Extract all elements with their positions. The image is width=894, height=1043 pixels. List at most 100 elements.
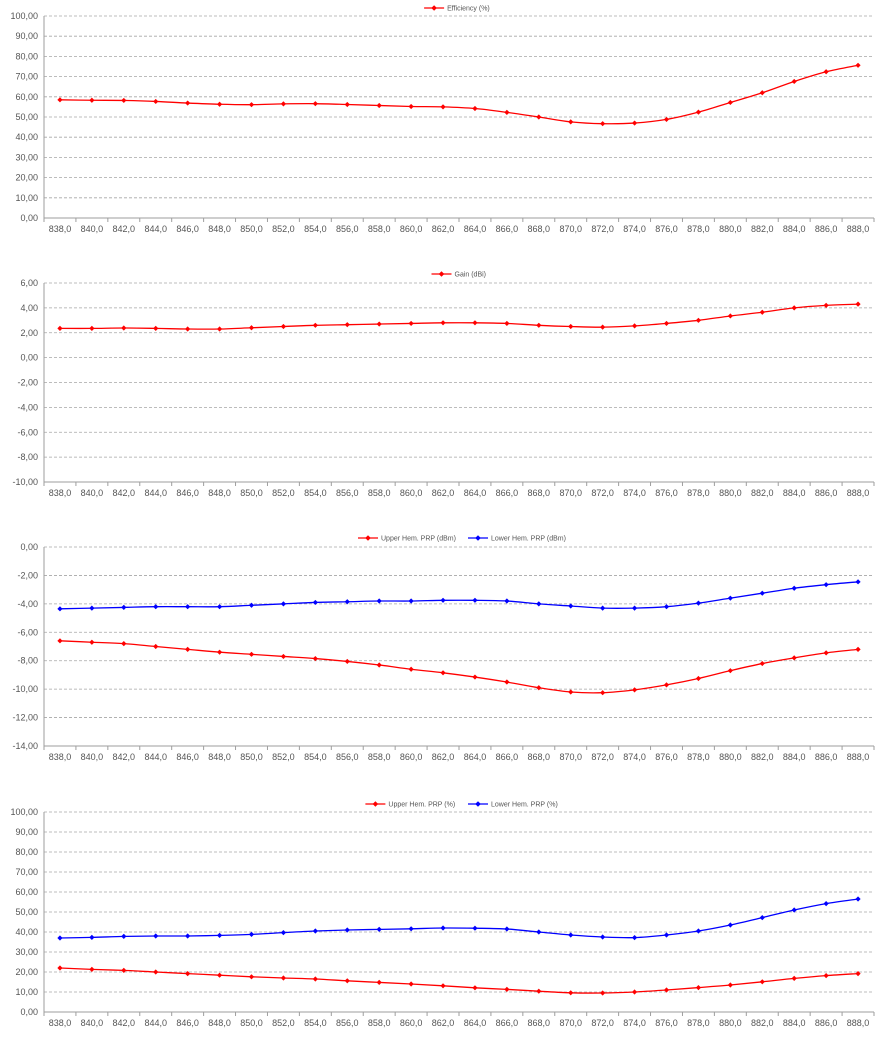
x-tick-label: 860,0 <box>400 488 423 498</box>
series-line <box>59 898 859 939</box>
series-line <box>59 967 859 994</box>
x-tick-label: 874,0 <box>623 488 646 498</box>
y-tick-label: 6,00 <box>20 278 38 288</box>
data-point <box>185 604 191 610</box>
data-point <box>121 641 127 647</box>
x-tick-label: 886,0 <box>815 1018 838 1028</box>
data-point <box>440 925 446 931</box>
data-point <box>216 101 223 107</box>
data-point <box>600 690 606 696</box>
data-point <box>855 971 861 977</box>
data-point <box>344 658 350 665</box>
x-tick-label: 858,0 <box>368 488 391 498</box>
x-tick-label: 868,0 <box>528 752 551 762</box>
x-tick-label: 844,0 <box>144 752 167 762</box>
data-point <box>504 109 510 115</box>
x-tick-label: 846,0 <box>176 488 199 498</box>
data-point <box>536 685 542 691</box>
data-point <box>408 981 414 987</box>
data-point <box>823 650 829 656</box>
y-tick-label: -10,00 <box>12 477 38 487</box>
x-tick-label: 872,0 <box>591 224 614 234</box>
data-point <box>759 309 765 315</box>
x-tick-label: 864,0 <box>464 224 487 234</box>
y-tick-label: 40,00 <box>15 927 38 937</box>
y-tick-label: 20,00 <box>15 173 38 183</box>
x-tick-label: 848,0 <box>208 752 231 762</box>
data-point <box>153 98 159 105</box>
data-point <box>376 598 382 604</box>
data-point <box>536 929 542 935</box>
data-point <box>727 99 733 106</box>
x-tick-label: 870,0 <box>559 752 582 762</box>
data-point <box>344 101 350 108</box>
legend-label: Upper Hem. PRP (dBm) <box>381 536 456 543</box>
x-tick-label: 850,0 <box>240 488 263 498</box>
y-tick-label: 60,00 <box>15 887 38 897</box>
x-tick-label: 868,0 <box>528 488 551 498</box>
data-point <box>408 598 414 604</box>
x-tick-label: 878,0 <box>687 1018 710 1028</box>
x-tick-label: 874,0 <box>623 752 646 762</box>
legend: Gain (dBi) <box>431 271 487 279</box>
x-tick-label: 882,0 <box>751 1018 774 1028</box>
data-point <box>663 604 670 610</box>
data-point <box>376 321 382 327</box>
data-point <box>312 599 318 606</box>
data-point <box>121 97 127 104</box>
y-tick-label: 50,00 <box>15 112 38 122</box>
data-point <box>600 605 606 611</box>
x-tick-label: 866,0 <box>496 224 519 234</box>
data-point <box>791 585 797 591</box>
x-tick-label: 886,0 <box>815 224 838 234</box>
data-point <box>57 638 63 644</box>
data-point <box>89 97 95 103</box>
x-tick-label: 876,0 <box>655 1018 678 1028</box>
x-tick-label: 872,0 <box>591 488 614 498</box>
x-tick-label: 858,0 <box>368 1018 391 1028</box>
y-tick-label: 80,00 <box>15 847 38 857</box>
y-tick-label: 40,00 <box>15 132 38 142</box>
x-tick-label: 866,0 <box>496 488 519 498</box>
data-point <box>408 666 414 672</box>
x-tick-label: 842,0 <box>113 224 136 234</box>
x-tick-label: 856,0 <box>336 224 359 234</box>
x-tick-label: 850,0 <box>240 752 263 762</box>
y-tick-label: 30,00 <box>15 152 38 162</box>
data-point <box>89 966 95 972</box>
data-point <box>312 928 318 934</box>
x-tick-label: 856,0 <box>336 1018 359 1028</box>
data-point <box>185 100 191 106</box>
data-point <box>536 988 542 994</box>
data-point <box>791 305 797 311</box>
y-tick-label: 0,00 <box>20 353 38 363</box>
x-tick-label: 854,0 <box>304 1018 327 1028</box>
data-point <box>568 323 574 330</box>
x-tick-label: 846,0 <box>176 1018 199 1028</box>
x-tick-label: 854,0 <box>304 752 327 762</box>
legend-marker <box>475 535 481 541</box>
data-point <box>600 121 606 127</box>
y-tick-label: -2,00 <box>17 378 38 388</box>
data-point <box>408 320 414 327</box>
x-tick-label: 868,0 <box>528 224 551 234</box>
data-point <box>57 935 63 941</box>
x-tick-label: 870,0 <box>559 224 582 234</box>
data-point <box>823 901 829 907</box>
x-tick-label: 876,0 <box>655 488 678 498</box>
data-point <box>121 967 127 973</box>
series-line <box>59 303 859 330</box>
legend-label: Gain (dBi) <box>455 272 487 279</box>
data-point <box>57 965 63 971</box>
x-tick-label: 846,0 <box>176 224 199 234</box>
data-point <box>631 323 638 329</box>
y-tick-label: 90,00 <box>15 827 38 837</box>
data-point <box>631 935 638 941</box>
data-point <box>57 606 63 612</box>
data-point <box>248 102 255 108</box>
data-point <box>216 932 223 938</box>
data-point <box>695 675 702 682</box>
data-point <box>153 325 159 331</box>
x-tick-label: 866,0 <box>496 1018 519 1028</box>
